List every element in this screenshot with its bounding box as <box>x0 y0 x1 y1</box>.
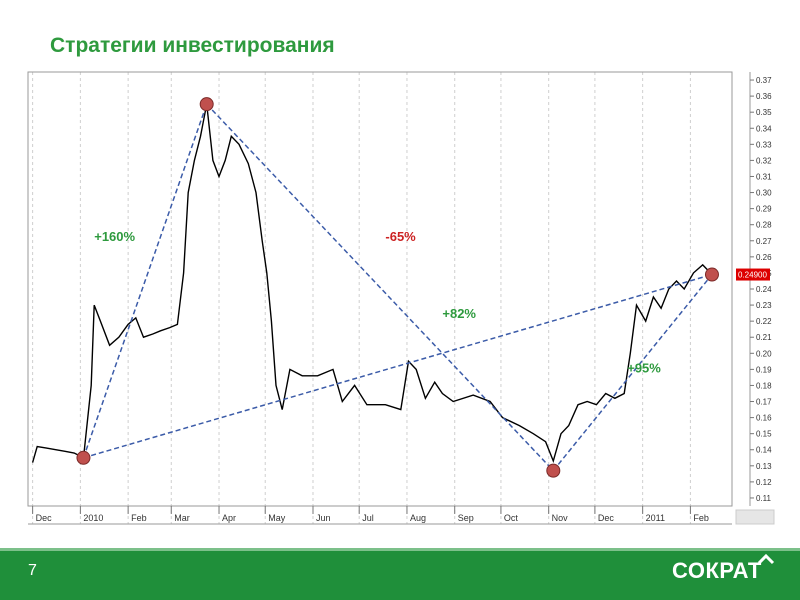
last-price-label: 0.24900 <box>738 271 767 280</box>
y-tick-label: 0.27 <box>756 237 772 246</box>
y-tick-label: 0.33 <box>756 140 772 149</box>
x-tick-label: Feb <box>693 513 709 523</box>
footer-divider <box>0 548 800 551</box>
x-tick-label: Oct <box>504 513 519 523</box>
turning-point-marker <box>76 450 91 465</box>
y-tick-label: 0.29 <box>756 205 772 214</box>
company-logo: СОКРАТ <box>672 558 762 583</box>
y-tick-label: 0.32 <box>756 156 772 165</box>
trend-lines <box>82 103 713 472</box>
plot-frame <box>27 71 733 507</box>
y-tick-label: 0.12 <box>756 478 772 487</box>
y-tick-label: 0.21 <box>756 333 772 342</box>
trend-label: +160% <box>94 229 135 244</box>
trend-label: +95% <box>627 361 661 376</box>
axis-layer: Dec 2010 Feb Mar Apr May Jun Jul Aug Sep Oct Nov Dec… <box>27 71 775 525</box>
y-tick-label: 0.36 <box>756 92 772 101</box>
x-tick-label: Jul <box>362 513 374 523</box>
y-tick-label: 0.26 <box>756 253 772 262</box>
turning-point-marker <box>546 463 561 478</box>
turning-point-marker <box>199 97 214 112</box>
y-tick-label: 0.19 <box>756 365 772 374</box>
x-tick-label: Aug <box>410 513 426 523</box>
y-tick-label: 0.17 <box>756 398 772 407</box>
x-tick-label: Dec <box>598 513 615 523</box>
slide-footer: 7 СОКРАТ <box>0 548 800 600</box>
x-tick-label: 2010 <box>83 513 103 523</box>
x-tick-label: Dec <box>36 513 53 523</box>
trend-line <box>206 103 554 472</box>
grid-layer <box>32 72 691 524</box>
y-tick-label: 0.15 <box>756 430 772 439</box>
y-tick-label: 0.11 <box>756 494 772 503</box>
x-tick-label: Jun <box>316 513 331 523</box>
y-tick-label: 0.28 <box>756 221 772 230</box>
y-tick-label: 0.20 <box>756 349 772 358</box>
trend-line <box>552 274 713 472</box>
y-tick-label: 0.18 <box>756 381 772 390</box>
trend-label: -65% <box>385 229 416 244</box>
x-tick-label: Sep <box>458 513 474 523</box>
trend-line <box>82 103 208 459</box>
chart-svg: Dec 2010 Feb Mar Apr May Jun Jul Aug Sep Oct Nov Dec… <box>27 71 775 525</box>
y-tick-label: 0.24 <box>756 285 772 294</box>
y-tick-label: 0.23 <box>756 301 772 310</box>
y-tick-label: 0.34 <box>756 124 772 133</box>
price-series <box>31 103 713 464</box>
page-number: 7 <box>28 562 37 579</box>
x-tick-label: Mar <box>174 513 190 523</box>
y-tick-label: 0.30 <box>756 189 772 198</box>
last-price-tag <box>736 268 770 281</box>
x-tick-label: May <box>268 513 286 523</box>
price-chart: Dec 2010 Feb Mar Apr May Jun Jul Aug Sep Oct Nov Dec… <box>27 71 775 525</box>
y-tick-label: 0.31 <box>756 172 772 181</box>
y-tick-label: 0.14 <box>756 446 772 455</box>
logo-hat-icon <box>757 553 775 565</box>
x-tick-label: Feb <box>131 513 147 523</box>
x-tick-label: 2011 <box>646 513 665 523</box>
price-line <box>31 103 713 464</box>
trend-label: +82% <box>442 306 476 321</box>
y-tick-label: 0.37 <box>756 76 772 85</box>
trend-line <box>83 273 713 459</box>
y-tick-label: 0.16 <box>756 414 772 423</box>
markers <box>76 97 719 478</box>
y-tick-label: 0.35 <box>756 108 772 117</box>
turning-point-marker <box>704 267 719 282</box>
x-tick-label: Nov <box>552 513 569 523</box>
y-tick-label: 0.13 <box>756 462 772 471</box>
y-tick-label: 0.22 <box>756 317 772 326</box>
slide-title: Стратегии инвестирования <box>50 34 335 57</box>
trend-labels: +160% -65% +82% +95% <box>94 229 661 376</box>
x-tick-label: Apr <box>222 513 236 523</box>
scale-box <box>735 509 775 525</box>
